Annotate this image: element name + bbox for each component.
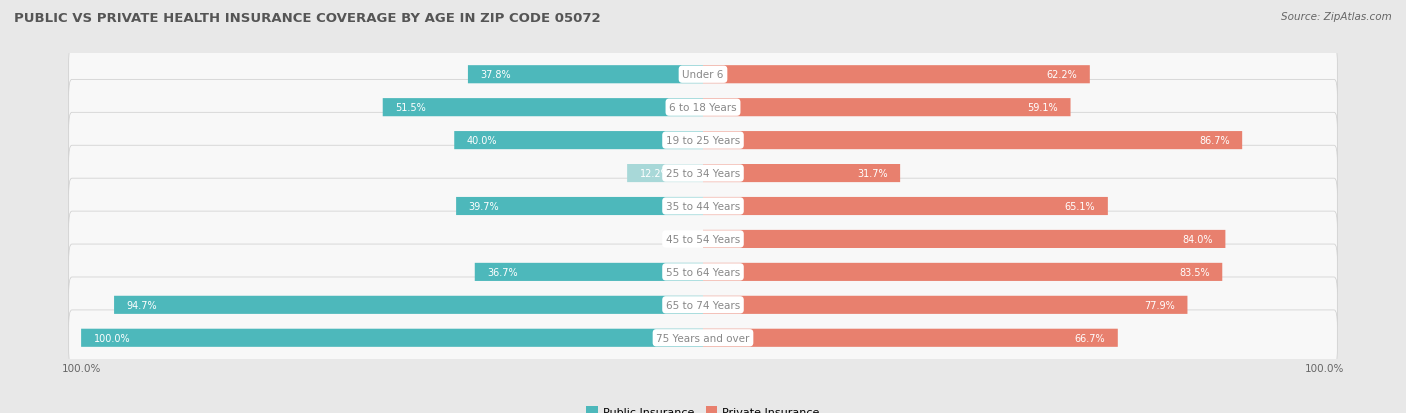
FancyBboxPatch shape <box>703 230 1226 248</box>
Text: 75 Years and over: 75 Years and over <box>657 333 749 343</box>
Text: 0.0%: 0.0% <box>669 234 693 244</box>
FancyBboxPatch shape <box>114 296 703 314</box>
FancyBboxPatch shape <box>82 329 703 347</box>
FancyBboxPatch shape <box>703 263 1222 281</box>
FancyBboxPatch shape <box>703 132 1241 150</box>
FancyBboxPatch shape <box>69 146 1337 202</box>
Text: Under 6: Under 6 <box>682 70 724 80</box>
FancyBboxPatch shape <box>69 277 1337 333</box>
Text: 40.0%: 40.0% <box>467 136 498 146</box>
FancyBboxPatch shape <box>69 80 1337 136</box>
FancyBboxPatch shape <box>703 329 1118 347</box>
FancyBboxPatch shape <box>475 263 703 281</box>
FancyBboxPatch shape <box>69 244 1337 300</box>
FancyBboxPatch shape <box>703 99 1070 117</box>
Text: 37.8%: 37.8% <box>481 70 510 80</box>
Text: 65 to 74 Years: 65 to 74 Years <box>666 300 740 310</box>
Text: 62.2%: 62.2% <box>1046 70 1077 80</box>
FancyBboxPatch shape <box>456 197 703 216</box>
FancyBboxPatch shape <box>69 113 1337 169</box>
Text: 35 to 44 Years: 35 to 44 Years <box>666 202 740 211</box>
FancyBboxPatch shape <box>703 66 1090 84</box>
Text: 66.7%: 66.7% <box>1074 333 1105 343</box>
Text: 65.1%: 65.1% <box>1064 202 1095 211</box>
FancyBboxPatch shape <box>69 179 1337 234</box>
FancyBboxPatch shape <box>69 310 1337 366</box>
Text: 25 to 34 Years: 25 to 34 Years <box>666 169 740 179</box>
Text: 59.1%: 59.1% <box>1028 103 1059 113</box>
FancyBboxPatch shape <box>382 99 703 117</box>
FancyBboxPatch shape <box>703 197 1108 216</box>
FancyBboxPatch shape <box>703 165 900 183</box>
FancyBboxPatch shape <box>69 211 1337 267</box>
Text: 45 to 54 Years: 45 to 54 Years <box>666 234 740 244</box>
Text: 94.7%: 94.7% <box>127 300 157 310</box>
FancyBboxPatch shape <box>468 66 703 84</box>
FancyBboxPatch shape <box>454 132 703 150</box>
FancyBboxPatch shape <box>627 165 703 183</box>
Legend: Public Insurance, Private Insurance: Public Insurance, Private Insurance <box>582 402 824 413</box>
Text: 83.5%: 83.5% <box>1180 267 1209 277</box>
Text: Source: ZipAtlas.com: Source: ZipAtlas.com <box>1281 12 1392 22</box>
Text: 39.7%: 39.7% <box>468 202 499 211</box>
FancyBboxPatch shape <box>69 47 1337 103</box>
Text: 100.0%: 100.0% <box>94 333 131 343</box>
FancyBboxPatch shape <box>703 296 1188 314</box>
Text: 12.2%: 12.2% <box>640 169 671 179</box>
Text: PUBLIC VS PRIVATE HEALTH INSURANCE COVERAGE BY AGE IN ZIP CODE 05072: PUBLIC VS PRIVATE HEALTH INSURANCE COVER… <box>14 12 600 25</box>
Text: 31.7%: 31.7% <box>858 169 887 179</box>
Text: 86.7%: 86.7% <box>1199 136 1230 146</box>
Text: 84.0%: 84.0% <box>1182 234 1213 244</box>
Text: 77.9%: 77.9% <box>1144 300 1175 310</box>
Text: 19 to 25 Years: 19 to 25 Years <box>666 136 740 146</box>
Text: 51.5%: 51.5% <box>395 103 426 113</box>
Text: 6 to 18 Years: 6 to 18 Years <box>669 103 737 113</box>
Text: 36.7%: 36.7% <box>488 267 517 277</box>
Text: 55 to 64 Years: 55 to 64 Years <box>666 267 740 277</box>
